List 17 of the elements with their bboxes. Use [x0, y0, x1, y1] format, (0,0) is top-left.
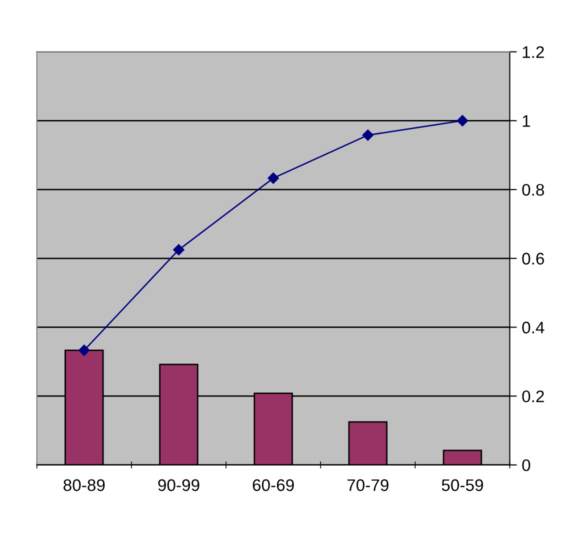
x-tick-label: 70-79: [347, 479, 388, 492]
point: [268, 172, 279, 184]
y-tick-label: 1: [522, 115, 530, 127]
y-tick-label: 1.2: [522, 46, 544, 58]
y-tick-label: 0.2: [522, 390, 544, 402]
x-tick-label: 80-89: [64, 479, 105, 492]
y-tick-label: 0: [522, 459, 530, 472]
y-tick-label: 0.8: [522, 184, 544, 196]
y-tick-label: 0.6: [522, 252, 544, 265]
y-tick-label: 0.4: [522, 322, 544, 334]
x-tick-label: 90-99: [158, 479, 200, 492]
x-tick-label: 50-59: [442, 479, 483, 492]
point: [173, 244, 184, 256]
point: [362, 130, 374, 141]
point: [456, 115, 468, 126]
x-tick-label: 60-69: [252, 479, 294, 492]
point: [78, 344, 90, 356]
